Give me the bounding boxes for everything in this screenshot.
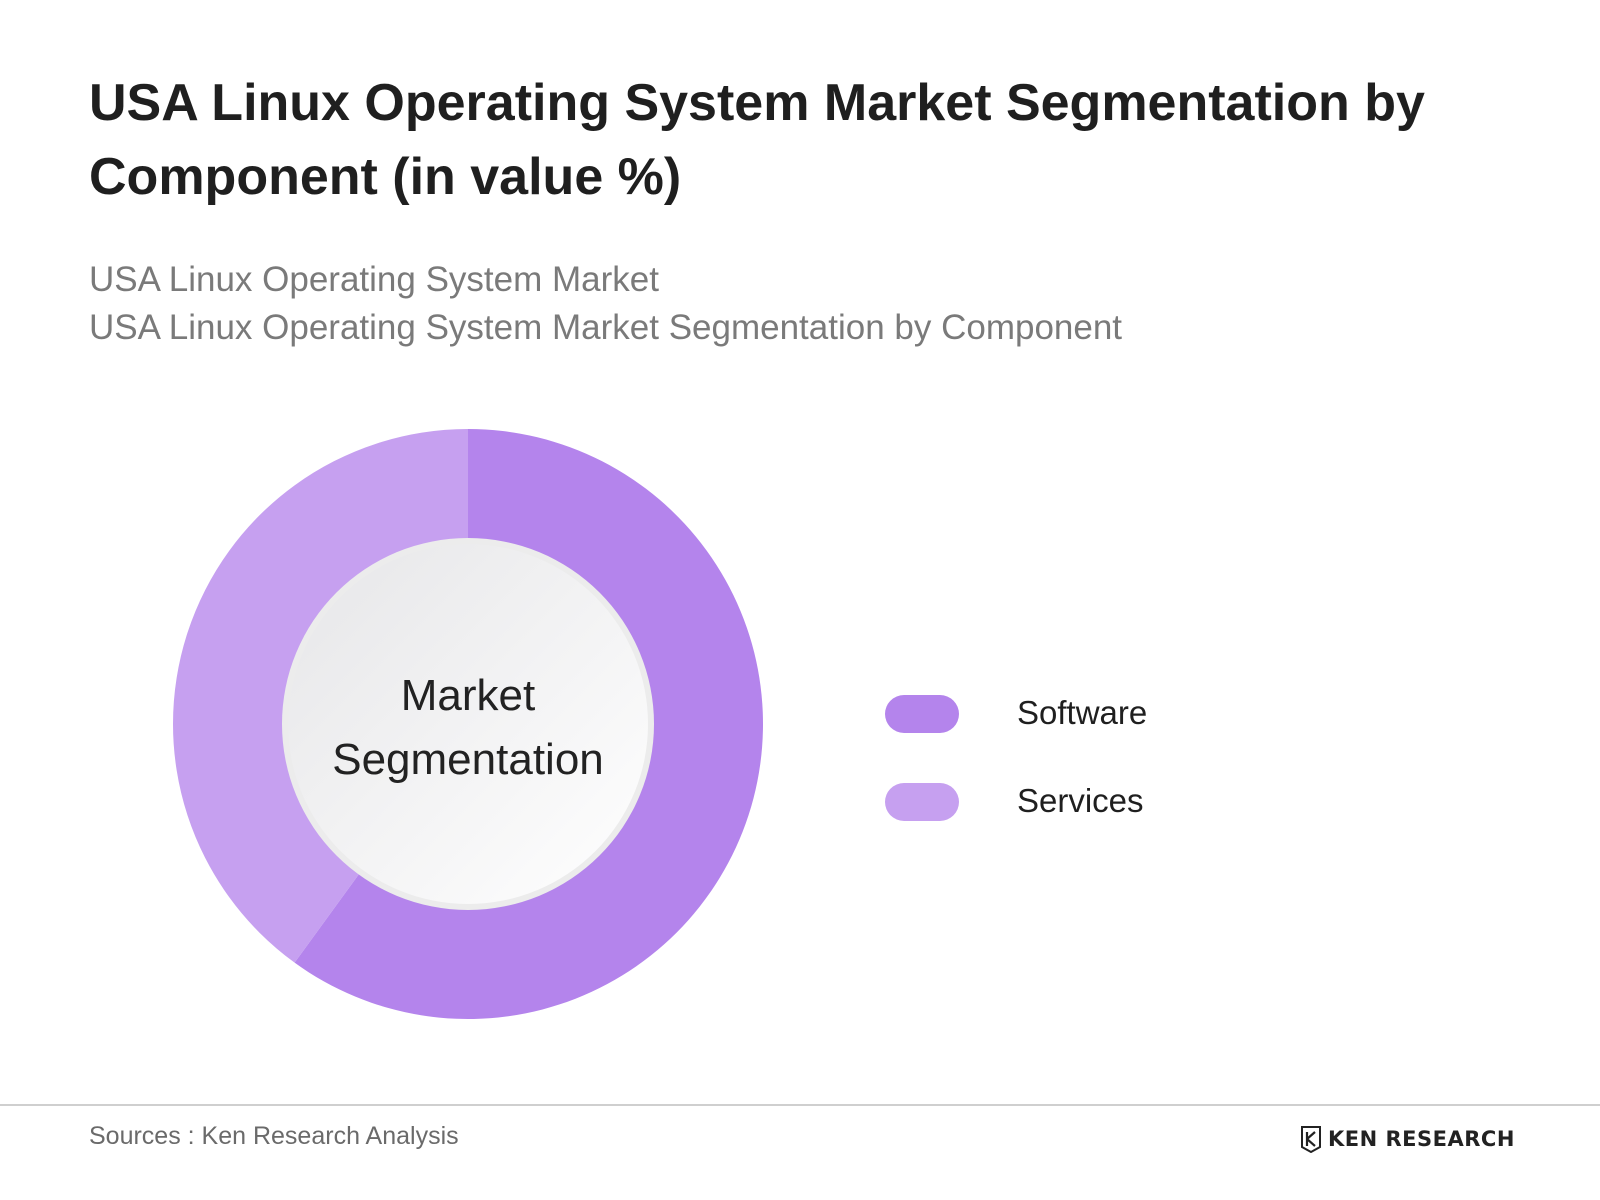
- source-note: Sources : Ken Research Analysis: [89, 1122, 459, 1150]
- legend-swatch-services: [885, 783, 959, 821]
- footer-divider: [0, 1104, 1600, 1106]
- legend-item-services: Services: [885, 773, 1285, 861]
- chart-legend: Software Services: [885, 685, 1285, 861]
- legend-label-services: Services: [1017, 782, 1144, 819]
- donut-center-label: Market Segmentation: [332, 671, 604, 784]
- chart-title: USA Linux Operating System Market Segmen…: [89, 74, 1425, 206]
- chart-subtitle-market: USA Linux Operating System Market: [89, 260, 659, 299]
- legend-swatch-software: [885, 695, 959, 733]
- brand-logo: KEN RESEARCH: [1300, 1124, 1515, 1154]
- brand-name: KEN RESEARCH: [1328, 1127, 1515, 1151]
- chart-subtitle-segmentation: USA Linux Operating System Market Segmen…: [89, 308, 1123, 347]
- legend-label-software: Software: [1017, 694, 1148, 731]
- legend-item-software: Software: [885, 685, 1285, 773]
- ken-research-logo-icon: [1301, 1126, 1321, 1153]
